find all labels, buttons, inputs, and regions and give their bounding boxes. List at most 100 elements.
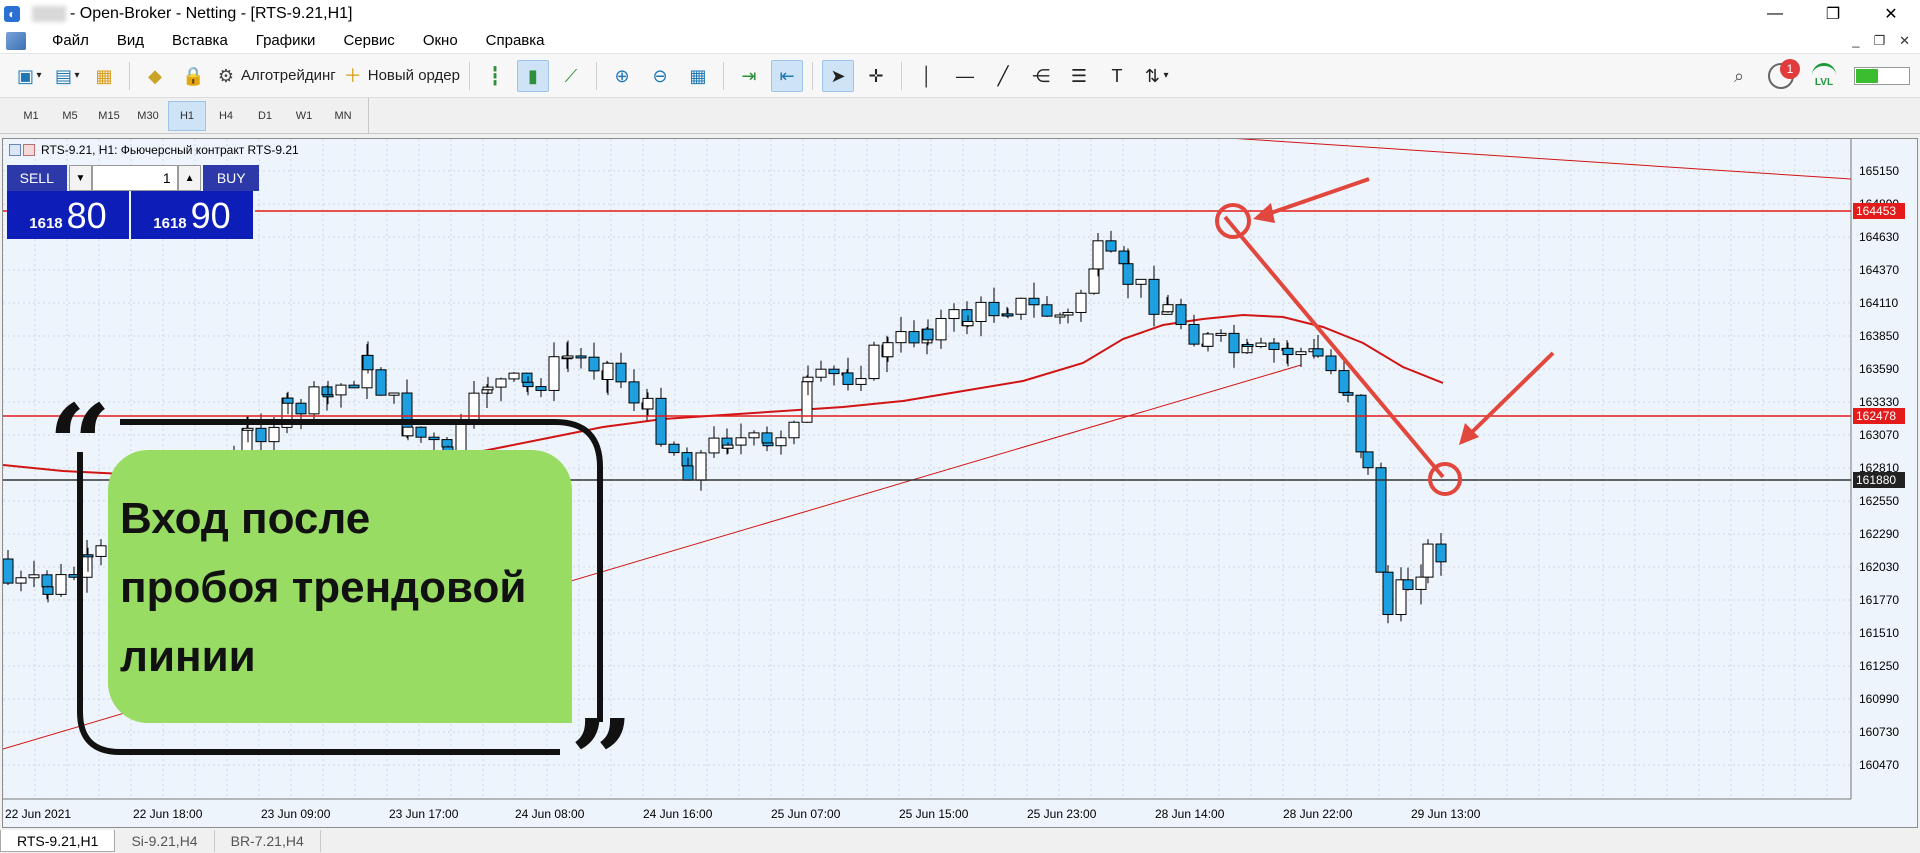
bar-chart-icon: ┇ — [489, 65, 501, 86]
menu-help[interactable]: Справка — [485, 32, 545, 49]
menu-insert[interactable]: Вставка — [172, 32, 228, 49]
text-label-button[interactable]: T — [1101, 60, 1133, 92]
tab-rts[interactable]: RTS-9.21,H1 — [0, 829, 116, 852]
candlestick-button[interactable]: ▮ — [516, 59, 549, 92]
price-axis-label: 161770 — [1859, 593, 1899, 607]
tab-br[interactable]: BR-7.21,H4 — [215, 829, 321, 852]
chart-shift-button[interactable]: ⇤ — [770, 59, 803, 92]
search-icon[interactable]: ⌕ — [1733, 65, 1745, 86]
candle-body — [402, 426, 414, 437]
timeframe-m5[interactable]: M5 — [62, 109, 78, 122]
bar-chart-button[interactable]: ┇ — [479, 60, 511, 92]
metaeditor-button[interactable]: ◆ — [139, 60, 171, 92]
candle-body — [1362, 451, 1374, 469]
candle-body — [428, 436, 440, 441]
candle-body — [935, 318, 947, 341]
entry-circle — [1428, 462, 1462, 496]
candle-body — [1338, 370, 1350, 394]
buy-price-button[interactable]: 1618 90 — [131, 191, 255, 239]
tile-windows-icon: ▦ — [689, 65, 707, 86]
lock-button[interactable]: 🔒 — [177, 60, 209, 92]
price-axis-label: 162290 — [1859, 527, 1899, 541]
notification-badge: 1 — [1780, 58, 1800, 79]
price-tag — [1853, 203, 1905, 219]
time-axis-label: 24 Jun 16:00 — [643, 807, 713, 821]
quantity-increase-button[interactable]: ▲ — [177, 165, 202, 191]
timeframe-m30[interactable]: M30 — [137, 109, 159, 122]
vertical-line-button[interactable]: │ — [911, 60, 943, 92]
candle-body — [81, 554, 93, 578]
candle-body — [642, 397, 654, 410]
tab-si[interactable]: Si-9.21,H4 — [115, 829, 215, 852]
connection-status-indicator — [1854, 66, 1910, 85]
fibonacci-button[interactable]: ⋲ — [1025, 60, 1057, 92]
time-axis-label: 28 Jun 22:00 — [1283, 807, 1353, 821]
notifications-button[interactable]: 1 — [1768, 58, 1800, 89]
cursor-button[interactable]: ➤ — [821, 59, 854, 92]
quantity-decrease-button[interactable]: ▼ — [68, 165, 93, 191]
zoom-in-button[interactable]: ⊕ — [606, 60, 638, 92]
new-chart-icon: ▣ — [16, 65, 34, 86]
close-button[interactable]: ✕ — [1884, 6, 1898, 23]
mdi-close-button[interactable]: ✕ — [1899, 32, 1910, 48]
sell-button[interactable]: SELL — [7, 165, 67, 191]
new-order-icon: ＋ — [343, 65, 362, 86]
new-order-button[interactable]: ＋ Новый ордер — [342, 60, 460, 92]
timeframe-h1[interactable]: H1 — [168, 100, 206, 131]
timeframe-m1[interactable]: M1 — [23, 109, 39, 122]
level2-icon[interactable]: LVL — [1812, 62, 1836, 89]
menu-tools[interactable]: Сервис — [343, 32, 395, 49]
mdi-minimize-button[interactable]: _ — [1852, 32, 1860, 48]
candle-body — [335, 384, 347, 396]
chart-shift-icon: ⇤ — [779, 65, 795, 86]
quantity-input[interactable]: 1 — [92, 165, 178, 191]
algotrading-button[interactable]: ⚙ Алготрейдинг — [215, 60, 336, 92]
timeframe-d1[interactable]: D1 — [257, 109, 273, 122]
crosshair-button[interactable]: ✛ — [860, 60, 892, 92]
new-chart-button[interactable]: ▣ ▾ — [12, 60, 44, 92]
fibo-fan-icon: ☰ — [1070, 65, 1088, 86]
metaeditor-icon: ◆ — [148, 65, 162, 86]
horizontal-line-button[interactable]: — — [949, 60, 981, 92]
trendline-button[interactable]: ╱ — [987, 60, 1019, 92]
toolbar-separator — [129, 61, 130, 90]
time-axis-label: 28 Jun 14:00 — [1155, 807, 1225, 821]
account-name-blurred — [32, 6, 66, 22]
price-tag — [1853, 472, 1905, 488]
profiles-icon: ▤ — [54, 65, 72, 86]
timeframe-w1[interactable]: W1 — [295, 109, 313, 122]
candle-body — [868, 344, 880, 380]
market-watch-button[interactable]: ▦ — [88, 60, 120, 92]
menu-view[interactable]: Вид — [116, 32, 145, 49]
sell-price-button[interactable]: 1618 80 — [7, 191, 131, 239]
chart-window-icon[interactable] — [6, 31, 26, 50]
minimize-button[interactable]: — — [1767, 5, 1783, 22]
mdi-restore-button[interactable]: ❐ — [1873, 32, 1886, 48]
line-chart-icon: ⟋ — [564, 65, 578, 86]
line-chart-button[interactable]: ⟋ — [555, 60, 587, 92]
restore-button[interactable]: ❐ — [1825, 6, 1841, 23]
menu-window[interactable]: Окно — [422, 32, 458, 49]
zoom-out-button[interactable]: ⊖ — [644, 60, 676, 92]
tile-windows-button[interactable]: ▦ — [682, 60, 714, 92]
annotation-arrow — [1465, 351, 1555, 439]
timeframe-mn[interactable]: MN — [334, 109, 352, 122]
price-chart[interactable]: 1651501648901646301643701641101638501635… — [3, 139, 1918, 828]
candle-body — [1295, 351, 1307, 356]
timeframe-h4[interactable]: H4 — [218, 109, 234, 122]
profiles-button[interactable]: ▤ ▾ — [50, 60, 82, 92]
menu-charts[interactable]: Графики — [255, 32, 316, 49]
sell-price-big: 80 — [66, 195, 107, 236]
price-axis-label: 162030 — [1859, 560, 1899, 574]
arrows-button[interactable]: ⇅ ▾ — [1139, 60, 1171, 92]
toolbar-separator — [900, 61, 902, 90]
candle-body — [348, 384, 360, 389]
timeframe-m15[interactable]: M15 — [98, 109, 120, 122]
candle-body — [722, 444, 734, 449]
menu-file[interactable]: Файл — [52, 32, 89, 49]
window-title: - Open-Broker - Netting - [RTS-9.21,H1] — [70, 5, 353, 22]
chart-tabs-bar: RTS-9.21,H1 Si-9.21,H4 BR-7.21,H4 — [0, 828, 1920, 853]
fibo-fan-button[interactable]: ☰ — [1063, 60, 1095, 92]
autoscroll-button[interactable]: ⇥ — [733, 60, 765, 92]
buy-button[interactable]: BUY — [203, 165, 259, 191]
